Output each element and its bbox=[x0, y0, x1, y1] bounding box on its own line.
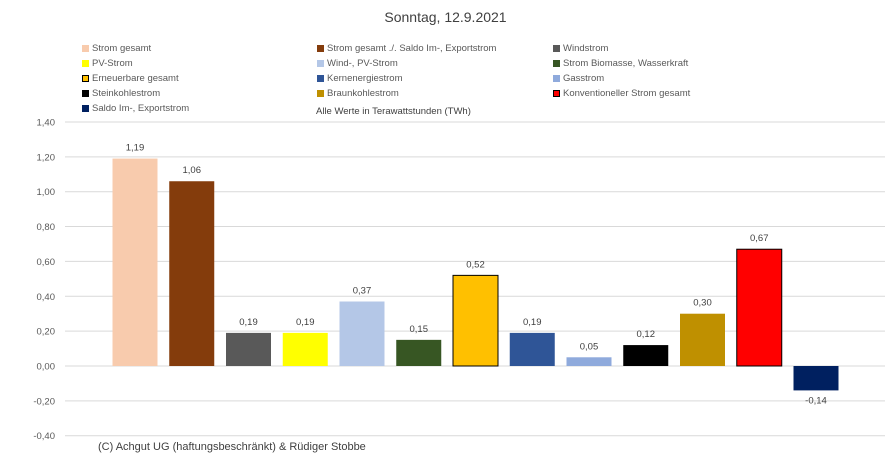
data-label: 0,05 bbox=[580, 341, 599, 352]
bar bbox=[680, 313, 725, 366]
data-label: 0,12 bbox=[637, 329, 656, 340]
legend-label: Strom gesamt bbox=[92, 43, 152, 54]
legend-item: Saldo Im-, Exportstrom bbox=[82, 103, 189, 114]
data-label: 0,19 bbox=[239, 317, 258, 328]
legend-item: Windstrom bbox=[553, 43, 608, 54]
bar bbox=[509, 332, 555, 366]
bar bbox=[793, 366, 839, 391]
legend-swatch bbox=[553, 45, 560, 52]
y-tick-label: -0,20 bbox=[33, 396, 55, 407]
bar bbox=[339, 301, 385, 366]
data-label: 0,37 bbox=[353, 286, 372, 297]
legend-swatch bbox=[553, 90, 560, 97]
data-label: 0,30 bbox=[693, 298, 712, 309]
bar bbox=[226, 332, 271, 366]
bar bbox=[396, 339, 442, 366]
legend-label: Windstrom bbox=[563, 43, 609, 54]
bar bbox=[452, 274, 499, 367]
data-label: 0,67 bbox=[750, 233, 769, 244]
bar bbox=[566, 357, 612, 366]
legend-swatch bbox=[82, 60, 89, 67]
legend-item: Kernenergiestrom bbox=[317, 73, 403, 84]
legend-swatch bbox=[553, 60, 560, 67]
y-tick-label: 0,60 bbox=[37, 257, 56, 268]
data-label: 0,15 bbox=[410, 324, 429, 335]
copyright: (C) Achgut UG (haftungsbeschränkt) & Rüd… bbox=[98, 441, 366, 453]
legend-item: Strom gesamt bbox=[82, 43, 151, 54]
legend-swatch bbox=[82, 90, 89, 97]
legend-label: PV-Strom bbox=[92, 58, 133, 69]
units-note: Alle Werte in Terawattstunden (TWh) bbox=[316, 106, 471, 117]
legend-swatch bbox=[317, 90, 324, 97]
bar bbox=[282, 332, 328, 366]
legend-label: Kernenergiestrom bbox=[327, 73, 403, 84]
bar bbox=[736, 248, 783, 367]
legend-item: Strom Biomasse, Wasserkraft bbox=[553, 58, 688, 69]
footer: (C) Achgut UG (haftungsbeschränkt) & Rüd… bbox=[60, 437, 518, 464]
y-tick-label: 0,40 bbox=[37, 292, 56, 303]
y-tick-label: 0,20 bbox=[37, 327, 56, 338]
legend-label: Steinkohlestrom bbox=[92, 88, 161, 99]
data-label: 0,52 bbox=[466, 259, 485, 270]
legend-item: Wind-, PV-Strom bbox=[317, 58, 398, 69]
y-tick-label: 1,40 bbox=[37, 117, 56, 128]
legend-item: Erneuerbare gesamt bbox=[82, 73, 179, 84]
legend-swatch bbox=[82, 45, 89, 52]
legend-label: Wind-, PV-Strom bbox=[327, 58, 398, 69]
legend-item: Braunkohlestrom bbox=[317, 88, 399, 99]
data-label: 1,19 bbox=[126, 143, 145, 154]
legend-label: Strom Biomasse, Wasserkraft bbox=[563, 58, 689, 69]
legend-label: Gasstrom bbox=[563, 73, 605, 84]
legend-swatch bbox=[553, 75, 560, 82]
legend-item: Gasstrom bbox=[553, 73, 604, 84]
legend-item: Konventioneller Strom gesamt bbox=[553, 88, 690, 99]
chart-title: Sonntag, 12.9.2021 bbox=[384, 9, 507, 25]
legend-label: Strom gesamt ./. Saldo Im-, Exportstrom bbox=[327, 43, 497, 54]
legend-label: Erneuerbare gesamt bbox=[92, 73, 179, 84]
y-tick-label: 0,00 bbox=[37, 362, 56, 373]
bar bbox=[169, 181, 215, 366]
y-tick-label: 1,20 bbox=[37, 152, 56, 163]
legend-item: Strom gesamt ./. Saldo Im-, Exportstrom bbox=[317, 43, 496, 54]
legend-label: Konventioneller Strom gesamt bbox=[563, 88, 691, 99]
bar bbox=[112, 158, 158, 366]
data-label: -0,14 bbox=[805, 395, 827, 406]
legend-item: Steinkohlestrom bbox=[82, 88, 160, 99]
legend-swatch bbox=[82, 75, 89, 82]
legend-swatch bbox=[317, 75, 324, 82]
bar bbox=[623, 345, 669, 366]
y-tick-label: 1,00 bbox=[37, 187, 56, 198]
legend-swatch bbox=[317, 45, 324, 52]
y-tick-label: 0,80 bbox=[37, 222, 56, 233]
legend-label: Braunkohlestrom bbox=[327, 88, 399, 99]
legend-swatch bbox=[82, 105, 89, 112]
y-tick-label: -0,40 bbox=[33, 431, 55, 442]
legend-label: Saldo Im-, Exportstrom bbox=[92, 103, 190, 114]
data-label: 0,19 bbox=[296, 317, 315, 328]
data-label: 0,19 bbox=[523, 317, 542, 328]
legend-item: PV-Strom bbox=[82, 58, 133, 69]
data-label: 1,06 bbox=[183, 165, 202, 176]
legend-swatch bbox=[317, 60, 324, 67]
